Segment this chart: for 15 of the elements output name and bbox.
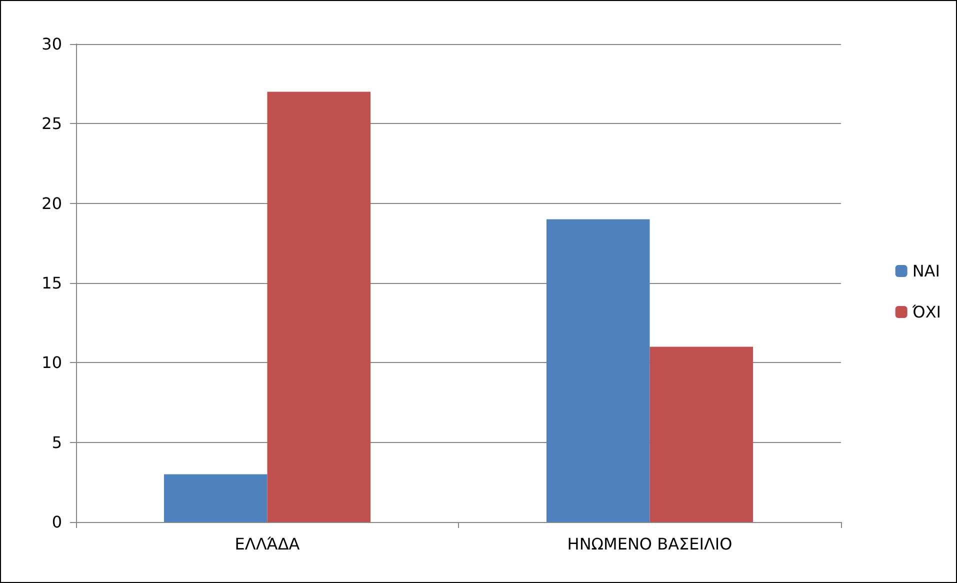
legend-label: ΌΧΙ	[911, 302, 942, 322]
y-tick-label: 5	[52, 432, 62, 452]
bar	[267, 92, 371, 522]
bar	[546, 219, 650, 522]
x-tick-label: ΕΛΛΆΔΑ	[234, 534, 300, 554]
y-tick-label: 15	[42, 274, 62, 292]
y-tick-label: 20	[42, 194, 62, 213]
bar	[164, 474, 268, 522]
y-tick-label: 10	[42, 353, 62, 372]
legend-label: ΝΑΙ	[912, 262, 940, 280]
y-tick-label: 0	[52, 512, 62, 532]
y-tick-label: 30	[42, 34, 62, 54]
y-tick-label: 25	[42, 114, 62, 134]
bar	[650, 346, 754, 522]
x-tick-label: ΗΝΩΜΕΝΟ ΒΑΣΕΙΛΙΟ	[567, 534, 732, 554]
